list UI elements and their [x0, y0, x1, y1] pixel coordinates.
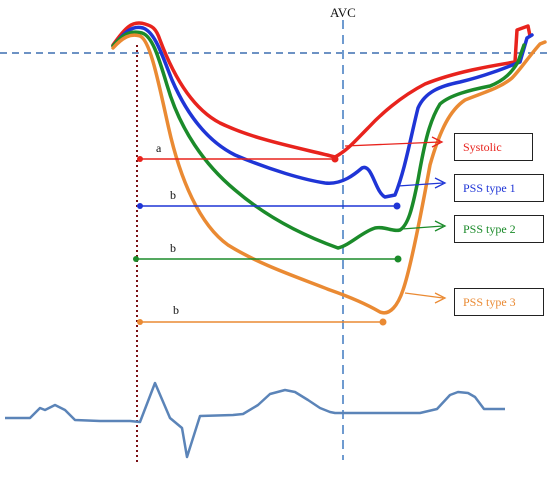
interval-a-label: a	[156, 141, 162, 155]
arrow-pss-type1	[397, 182, 444, 187]
arrow-pss-type2	[401, 225, 444, 230]
pss-type3-strain-curve	[111, 33, 547, 315]
pss-type2-strain-curve	[111, 30, 526, 250]
interval-b-green-label: b	[170, 241, 176, 255]
interval-b-green-start-dot	[133, 256, 139, 262]
arrowhead-systolic	[431, 136, 444, 148]
ecg-trace	[5, 381, 505, 459]
pss-type1-label-box: PSS type 1	[454, 174, 544, 202]
interval-b-orange-label: b	[173, 303, 179, 317]
interval-b-blue-start-dot	[137, 203, 143, 209]
pss-type1-strain-curve	[111, 25, 534, 199]
arrow-pss-type3	[404, 292, 444, 299]
interval-b-orange-start-dot	[137, 319, 143, 325]
systolic-strain-curve	[111, 21, 532, 159]
interval-b-green-end-dot	[394, 255, 402, 263]
interval-b-blue-end-dot	[393, 202, 401, 210]
pss-type3-label-box: PSS type 3	[454, 288, 544, 316]
arrowhead-pss-type1	[434, 177, 447, 189]
avc-label: AVC	[330, 5, 356, 20]
interval-b-blue-label: b	[170, 188, 176, 202]
systolic-label-box: Systolic	[454, 133, 533, 161]
arrowhead-pss-type3	[434, 292, 447, 304]
interval-a-end-dot	[331, 155, 339, 163]
interval-a-start-dot	[137, 156, 143, 162]
interval-b-orange-end-dot	[379, 318, 387, 326]
pss-type2-label-box: PSS type 2	[454, 215, 544, 243]
arrow-systolic	[344, 141, 441, 147]
arrowhead-pss-type2	[434, 220, 447, 232]
